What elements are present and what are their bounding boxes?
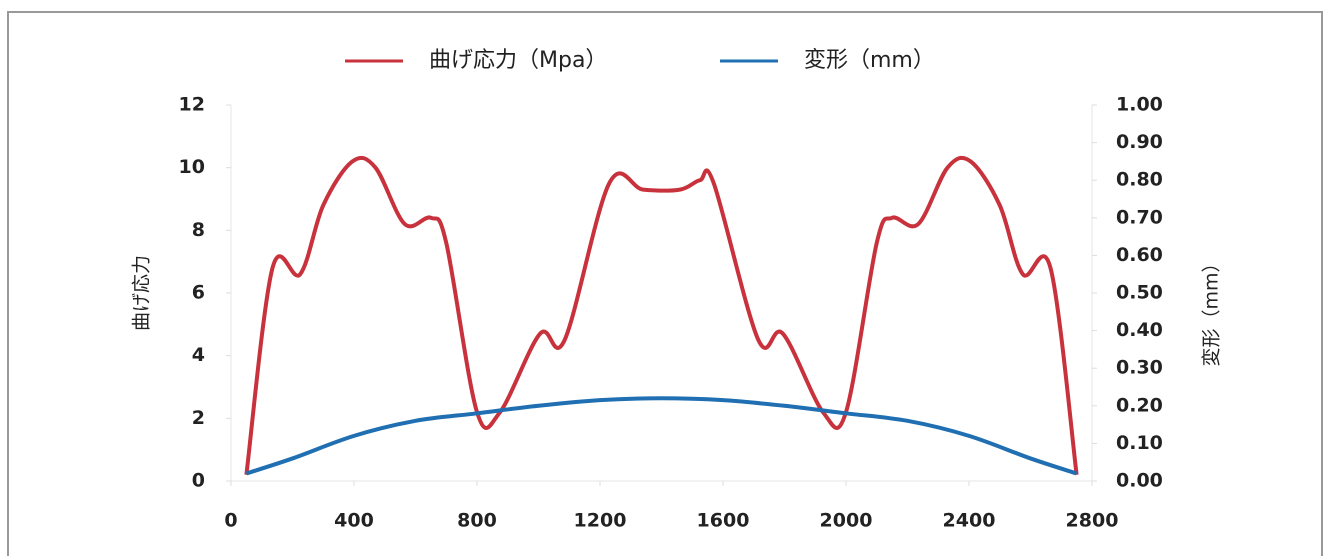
y2-tick-label: 1.00 — [1116, 94, 1163, 116]
y2-tick-label: 0.60 — [1116, 244, 1163, 266]
y-tick-label: 6 — [192, 282, 205, 304]
x-tick-label: 2800 — [1066, 510, 1119, 532]
x-tick-label: 0 — [224, 510, 237, 532]
y2-tick-label: 0.00 — [1116, 470, 1163, 492]
y2-tick-label: 0.30 — [1116, 357, 1163, 379]
x-tick-label: 2400 — [943, 510, 996, 532]
x-tick-label: 1600 — [697, 510, 750, 532]
y2-tick-label: 0.70 — [1116, 206, 1163, 228]
x-tick-label: 2000 — [820, 510, 873, 532]
y-axis-title: 曲げ応力 — [131, 255, 153, 331]
y-tick-label: 2 — [192, 407, 205, 429]
x-tick-label: 1200 — [574, 510, 627, 532]
y-tick-label: 12 — [179, 94, 205, 116]
y2-tick-label: 0.80 — [1116, 169, 1163, 191]
y2-tick-label: 0.10 — [1116, 432, 1163, 454]
y2-tick-label: 0.50 — [1116, 282, 1163, 304]
series-line — [244, 155, 1079, 475]
legend-label: 変形（mm） — [804, 48, 935, 73]
legend-label: 曲げ応力（Mpa） — [429, 48, 607, 73]
series-line — [245, 396, 1078, 476]
y-tick-label: 8 — [192, 219, 205, 241]
y2-axis-title: 変形（mm） — [1201, 253, 1223, 366]
y2-tick-label: 0.90 — [1116, 131, 1163, 153]
x-tick-label: 400 — [334, 510, 374, 532]
y2-tick-label: 0.20 — [1116, 394, 1163, 416]
y-tick-label: 4 — [192, 344, 205, 366]
frame — [7, 11, 1323, 556]
y-tick-label: 0 — [192, 470, 205, 492]
y2-tick-label: 0.40 — [1116, 319, 1163, 341]
y-tick-label: 10 — [179, 156, 205, 178]
x-tick-label: 800 — [457, 510, 497, 532]
